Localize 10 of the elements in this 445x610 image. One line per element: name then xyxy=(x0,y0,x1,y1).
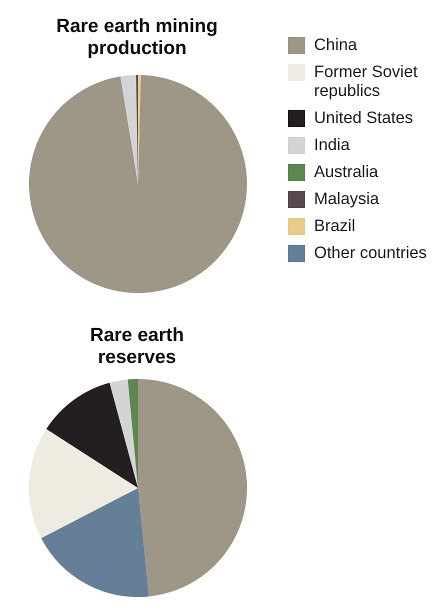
legend-label: India xyxy=(314,136,350,155)
legend-label: Malaysia xyxy=(314,190,380,209)
legend-label: Other countries xyxy=(314,244,427,263)
legend-label: Former Soviet republics xyxy=(314,63,419,101)
chart-title: Rare earth mining production xyxy=(55,16,219,60)
chart-title: Rare earth reserves xyxy=(89,325,185,369)
legend-label: United States xyxy=(314,109,414,128)
legend-label: Australia xyxy=(314,163,378,182)
legend-label: China xyxy=(314,36,358,55)
legend-label: Brazil xyxy=(314,217,356,236)
